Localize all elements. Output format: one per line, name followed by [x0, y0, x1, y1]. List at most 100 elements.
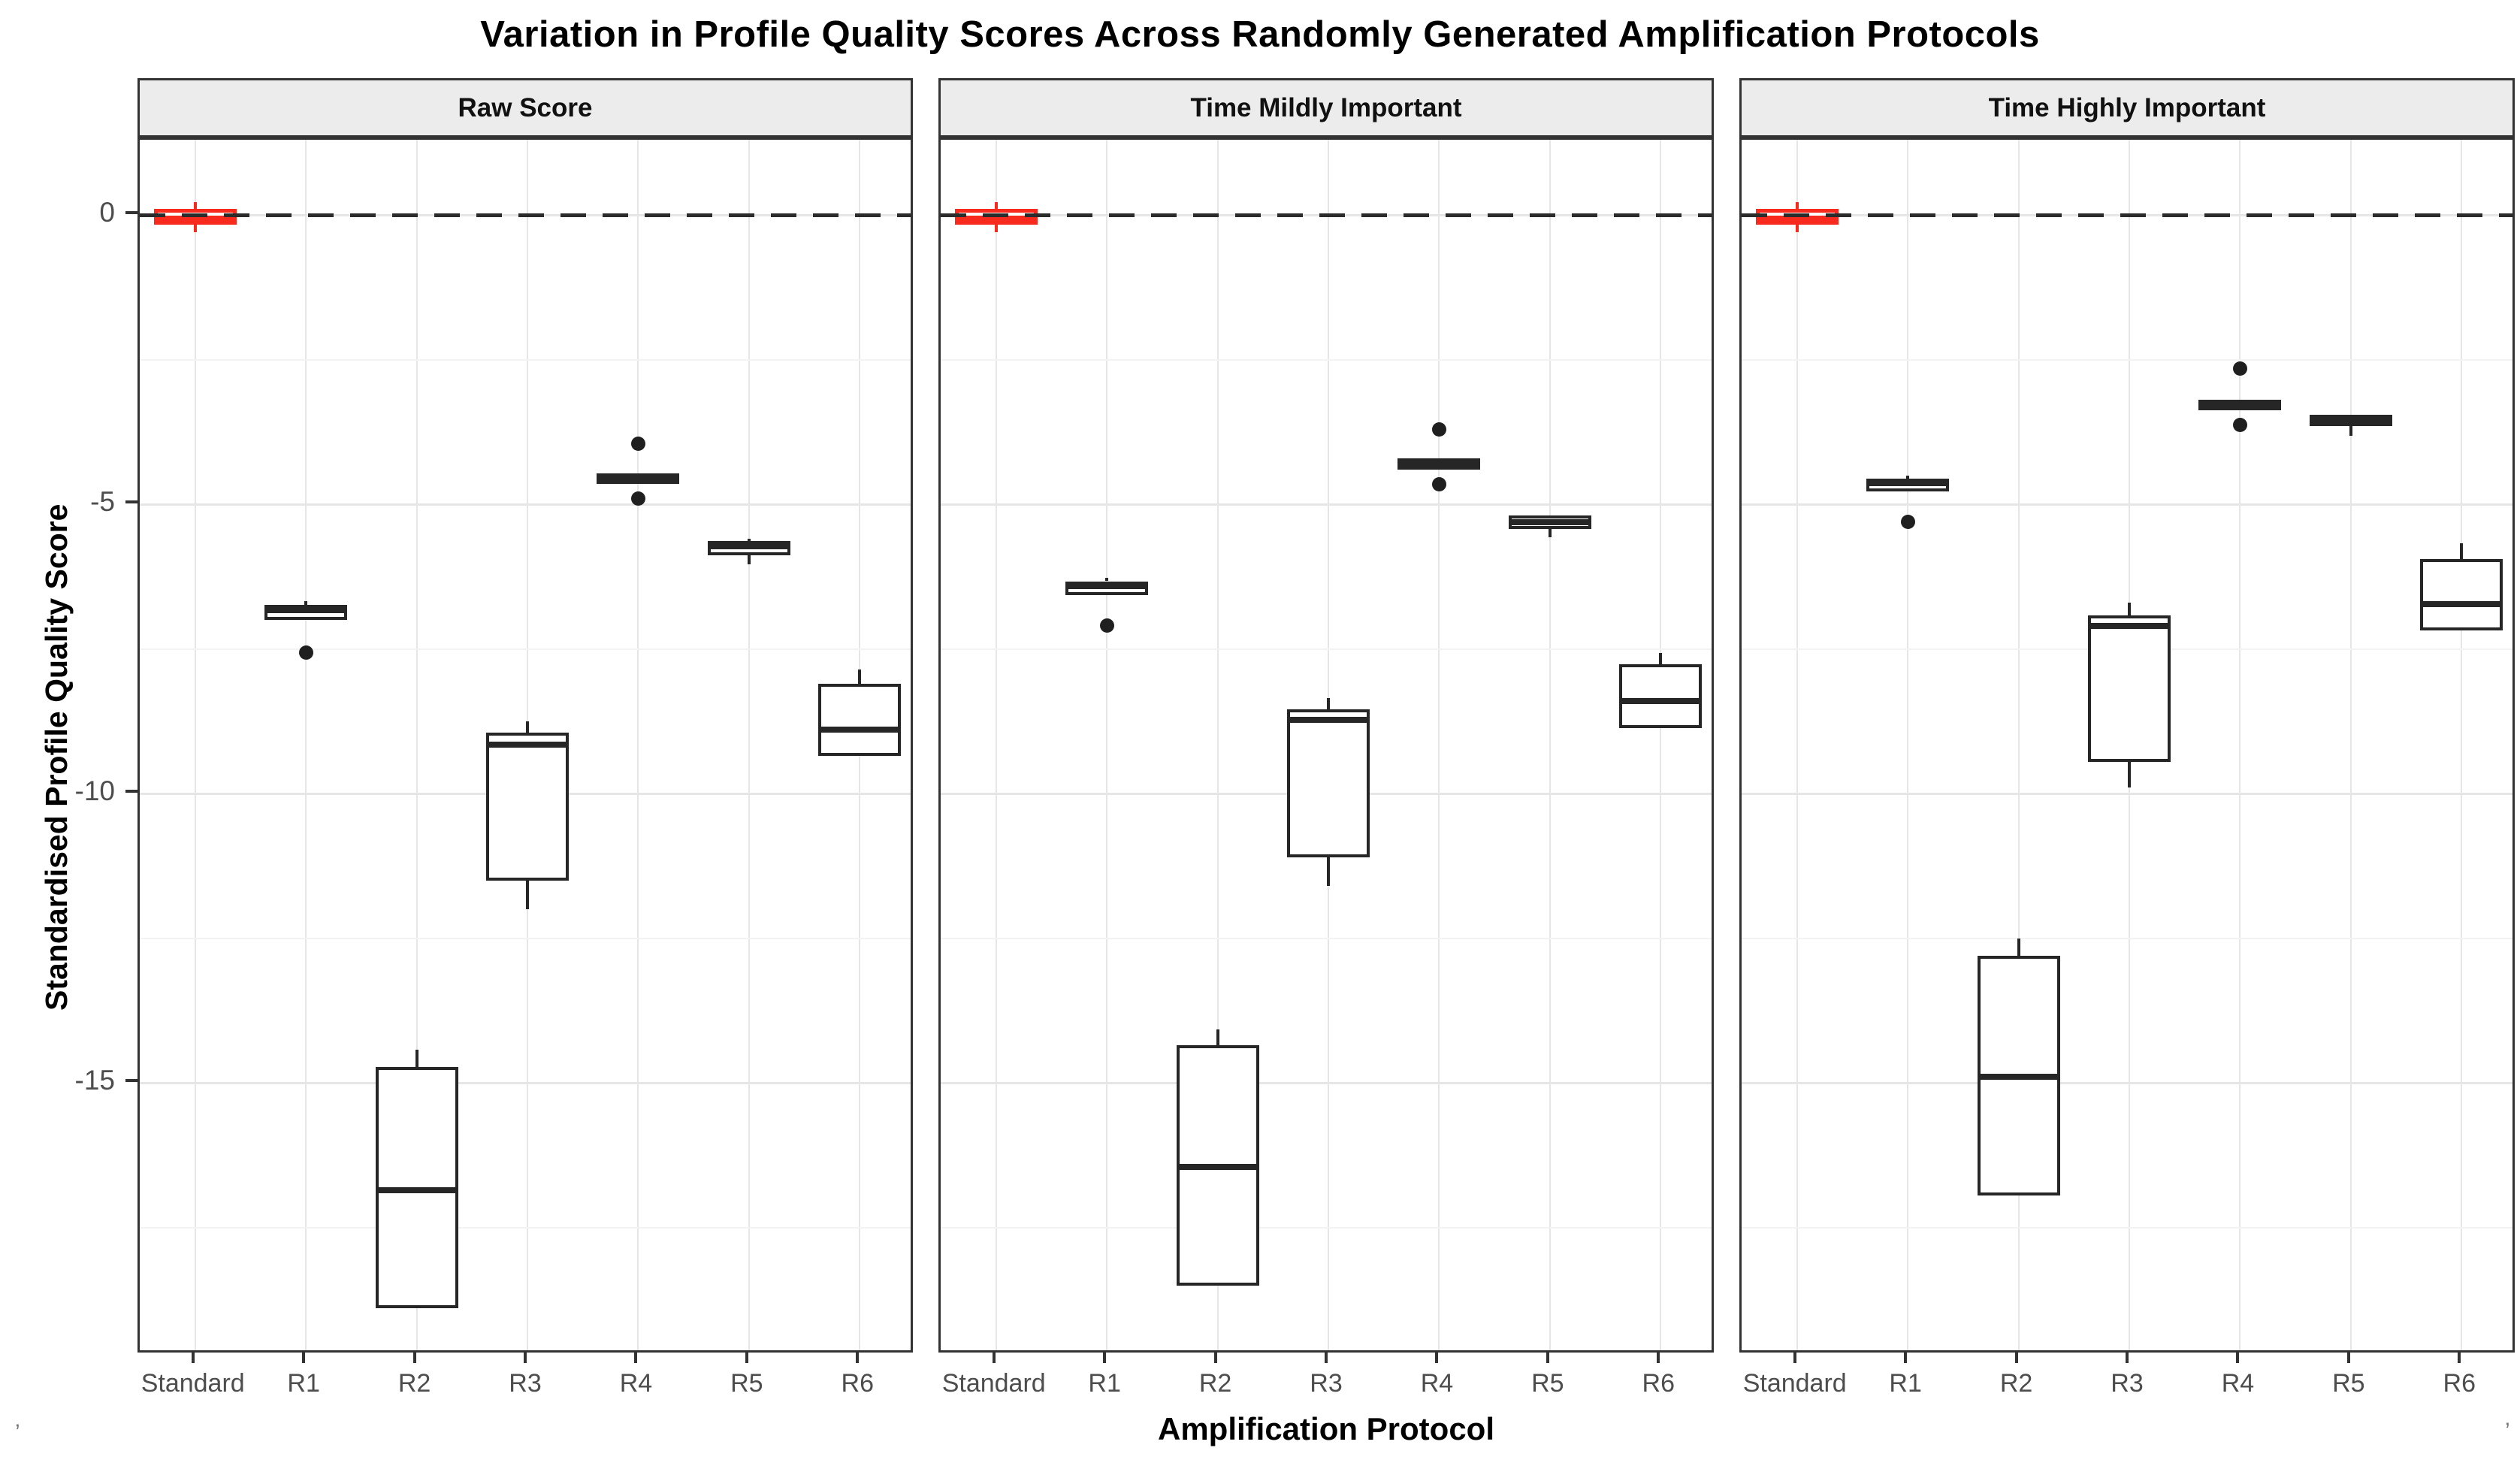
whisker-line	[2460, 543, 2464, 560]
boxplot-box-r6	[818, 683, 902, 757]
y-axis-title: Standardised Profile Quality Score	[39, 503, 74, 1011]
x-axis-tick-mark	[524, 1353, 527, 1363]
y-axis-tick-mark	[125, 211, 137, 215]
x-axis-tick-mark	[745, 1353, 748, 1363]
zero-reference-line	[1742, 213, 2512, 217]
y-axis-tick-mark	[125, 1079, 137, 1083]
x-axis-tick-mark	[191, 1353, 195, 1363]
median-line	[2201, 400, 2279, 407]
whisker-line	[747, 555, 751, 565]
median-line	[489, 741, 566, 748]
vertical-gridline	[2239, 140, 2241, 1350]
boxplot-box-r3	[486, 733, 569, 881]
facet-panel	[938, 138, 1714, 1353]
vertical-gridline	[1106, 140, 1108, 1350]
vertical-gridline	[637, 140, 639, 1350]
boxplot-box-r6	[2420, 559, 2503, 630]
median-line	[267, 607, 345, 613]
x-axis-tick-mark	[2458, 1353, 2461, 1363]
x-axis-tick-label: R3	[509, 1369, 542, 1398]
y-axis-tick-label: -5	[90, 486, 115, 518]
minor-gridline	[941, 358, 1712, 361]
chart-title: Variation in Profile Quality Scores Acro…	[480, 14, 2040, 55]
x-axis-tick-mark	[2236, 1353, 2240, 1363]
x-axis-tick-label: Standard	[141, 1369, 245, 1398]
median-line	[1622, 697, 1700, 704]
x-axis-tick-mark	[992, 1353, 996, 1363]
x-axis-tick-mark	[1325, 1353, 1328, 1363]
facet-strip: Time Mildly Important	[938, 78, 1714, 138]
vertical-gridline	[1660, 140, 1662, 1350]
whisker-line	[1105, 577, 1109, 582]
x-axis-tick-label: Standard	[1742, 1369, 1847, 1398]
outlier-dot	[630, 436, 645, 451]
vertical-gridline	[194, 140, 196, 1350]
major-gridline	[140, 1081, 911, 1084]
minor-gridline	[1742, 1226, 2512, 1229]
vertical-gridline	[1907, 140, 1909, 1350]
vertical-gridline	[1438, 140, 1440, 1350]
x-axis-tick-label: R1	[287, 1369, 320, 1398]
median-line	[2423, 601, 2500, 608]
x-axis-tick-label: R3	[2111, 1369, 2144, 1398]
major-gridline	[1742, 503, 2512, 506]
facet-panel	[1739, 138, 2515, 1353]
whisker-line	[747, 538, 751, 542]
outlier-dot	[1431, 422, 1446, 437]
x-axis-tick-label: R4	[2221, 1369, 2255, 1398]
y-axis-tick-mark	[125, 500, 137, 504]
x-axis-tick-mark	[1103, 1353, 1107, 1363]
y-axis-tick-label: -15	[74, 1065, 115, 1096]
x-axis-tick-mark	[1904, 1353, 1908, 1363]
major-gridline	[1742, 792, 2512, 795]
whisker-line	[2349, 426, 2352, 437]
median-line	[600, 475, 677, 482]
y-axis-tick-label: -10	[74, 775, 115, 807]
whisker-line	[994, 202, 998, 210]
x-axis-tick-label: R5	[2332, 1369, 2365, 1398]
x-axis-tick-label: R6	[1642, 1369, 1675, 1398]
whisker-line	[1795, 225, 1799, 233]
x-axis-tick-label: R6	[2443, 1369, 2476, 1398]
minor-gridline	[941, 937, 1712, 939]
median-line	[378, 1186, 455, 1193]
vertical-gridline	[748, 140, 750, 1350]
whisker-line	[526, 880, 529, 910]
minor-gridline	[140, 648, 911, 650]
minor-gridline	[941, 648, 1712, 650]
vertical-gridline	[995, 140, 997, 1350]
whisker-line	[858, 669, 862, 684]
whisker-line	[1659, 652, 1663, 665]
median-line	[156, 216, 234, 222]
minor-gridline	[140, 937, 911, 939]
facet-strip-label: Time Highly Important	[1988, 92, 2266, 122]
minor-gridline	[140, 1226, 911, 1229]
vertical-gridline	[1549, 140, 1551, 1350]
whisker-line	[2128, 761, 2131, 788]
vertical-gridline	[1796, 140, 1798, 1350]
vertical-gridline	[2461, 140, 2463, 1350]
x-axis-tick-label: R2	[1198, 1369, 1232, 1398]
x-axis-tick-label: R1	[1889, 1369, 1922, 1398]
major-gridline	[1742, 1081, 2512, 1084]
median-line	[1980, 1074, 2057, 1081]
facet-strip-label: Time Mildly Important	[1190, 92, 1462, 122]
whisker-line	[1327, 857, 1330, 887]
outlier-dot	[2232, 418, 2247, 433]
outlier-dot	[630, 491, 645, 506]
whisker-line	[1327, 698, 1330, 710]
whisker-line	[2128, 603, 2131, 615]
boxplot-box-r3	[1287, 709, 1370, 857]
x-axis-tick-label: R2	[1999, 1369, 2033, 1398]
vertical-gridline	[415, 140, 418, 1350]
whisker-line	[1906, 475, 1910, 479]
x-axis-tick-mark	[634, 1353, 638, 1363]
median-line	[821, 727, 899, 733]
x-axis-tick-mark	[1793, 1353, 1796, 1363]
x-axis-tick-label: R2	[397, 1369, 431, 1398]
facet-strip-label: Raw Score	[458, 92, 593, 122]
zero-reference-line	[140, 213, 911, 217]
minor-gridline	[1742, 358, 2512, 361]
median-line	[1869, 480, 1947, 487]
